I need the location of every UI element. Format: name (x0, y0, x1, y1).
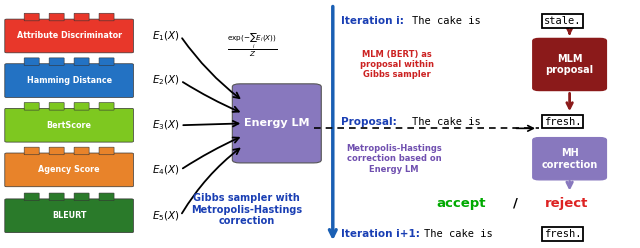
Text: Attribute Discriminator: Attribute Discriminator (17, 31, 122, 40)
Text: Proposal:: Proposal: (341, 117, 397, 126)
Text: $E_2(X)$: $E_2(X)$ (152, 74, 180, 87)
FancyBboxPatch shape (49, 58, 64, 65)
FancyBboxPatch shape (49, 102, 64, 110)
Text: BLEURT: BLEURT (52, 211, 86, 220)
FancyBboxPatch shape (99, 147, 114, 155)
FancyBboxPatch shape (49, 13, 64, 21)
FancyBboxPatch shape (4, 199, 134, 233)
FancyBboxPatch shape (532, 138, 607, 180)
FancyBboxPatch shape (99, 13, 114, 21)
FancyBboxPatch shape (49, 193, 64, 201)
FancyBboxPatch shape (4, 64, 134, 97)
FancyBboxPatch shape (49, 147, 64, 155)
FancyBboxPatch shape (74, 102, 89, 110)
Text: fresh.: fresh. (544, 229, 582, 239)
FancyBboxPatch shape (74, 193, 89, 201)
Text: $E_1(X)$: $E_1(X)$ (152, 29, 180, 43)
FancyBboxPatch shape (532, 38, 607, 91)
Text: Iteration i+1:: Iteration i+1: (341, 229, 420, 239)
Text: The cake is: The cake is (412, 117, 480, 126)
FancyBboxPatch shape (99, 58, 114, 65)
Text: MH
correction: MH correction (541, 148, 598, 170)
Text: The cake is: The cake is (412, 16, 480, 26)
FancyBboxPatch shape (99, 193, 114, 201)
Text: Iteration i:: Iteration i: (341, 16, 404, 26)
Text: Hamming Distance: Hamming Distance (26, 76, 112, 85)
FancyBboxPatch shape (24, 193, 39, 201)
FancyBboxPatch shape (74, 13, 89, 21)
FancyBboxPatch shape (24, 58, 39, 65)
Text: Gibbs sampler with
Metropolis-Hastings
correction: Gibbs sampler with Metropolis-Hastings c… (191, 193, 302, 226)
Text: Energy LM: Energy LM (244, 118, 310, 128)
FancyBboxPatch shape (232, 84, 321, 163)
Text: Metropolis-Hastings
correction based on
Energy LM: Metropolis-Hastings correction based on … (346, 144, 442, 174)
FancyBboxPatch shape (4, 19, 134, 53)
Text: $E_4(X)$: $E_4(X)$ (152, 163, 180, 177)
Text: BertScore: BertScore (47, 121, 92, 130)
Text: $\frac{\exp(-\sum_i E_i(X))}{Z}$: $\frac{\exp(-\sum_i E_i(X))}{Z}$ (227, 31, 278, 59)
Text: /: / (513, 197, 518, 210)
FancyBboxPatch shape (24, 102, 39, 110)
FancyBboxPatch shape (4, 108, 134, 142)
Text: MLM (BERT) as
proposal within
Gibbs sampler: MLM (BERT) as proposal within Gibbs samp… (360, 50, 434, 79)
Text: accept: accept (436, 197, 486, 210)
FancyBboxPatch shape (24, 13, 39, 21)
Text: The cake is: The cake is (424, 229, 493, 239)
Text: MLM
proposal: MLM proposal (545, 54, 594, 75)
FancyBboxPatch shape (99, 102, 114, 110)
FancyBboxPatch shape (74, 58, 89, 65)
FancyBboxPatch shape (24, 147, 39, 155)
Text: fresh.: fresh. (544, 117, 582, 126)
Text: $E_5(X)$: $E_5(X)$ (152, 209, 180, 222)
Text: stale.: stale. (544, 16, 582, 26)
FancyBboxPatch shape (74, 147, 89, 155)
Text: reject: reject (545, 197, 588, 210)
FancyBboxPatch shape (4, 153, 134, 187)
Text: Agency Score: Agency Score (38, 165, 100, 174)
Text: $E_3(X)$: $E_3(X)$ (152, 119, 180, 132)
